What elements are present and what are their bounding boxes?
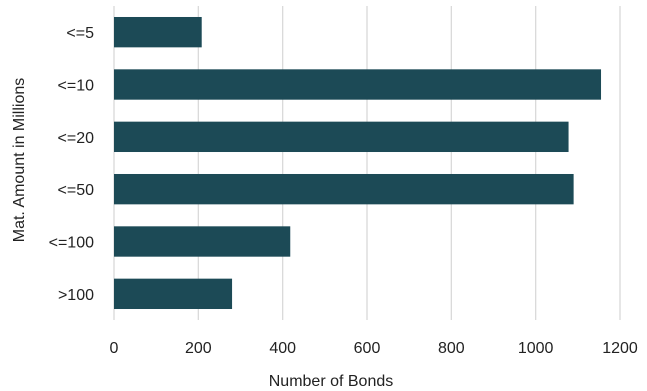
x-tick-label: 1000 [518,340,554,357]
x-tick-label: 800 [438,340,465,357]
x-tick-label: 0 [110,340,119,357]
category-label: >100 [58,287,94,304]
x-tick-label: 1200 [602,340,638,357]
bar-5 [114,226,291,257]
category-label: <=100 [49,235,94,252]
bar-3 [114,121,569,153]
bar-1 [114,16,202,48]
bar-6 [114,278,233,310]
x-tick-labels: 0 200 400 600 800 1000 1200 [110,340,638,357]
category-label: <=10 [58,78,95,95]
y-axis-title: Mat. Amount in Millions [11,78,28,243]
category-labels: <=5 <=10 <=20 <=50 <=100 >100 [49,25,94,304]
gridlines [113,6,621,320]
bar-2 [114,69,602,100]
bar-4 [114,173,574,205]
x-tick-label: 600 [354,340,381,357]
x-axis-title: Number of Bonds [269,373,394,390]
bars [114,16,602,310]
x-tick-label: 200 [185,340,212,357]
category-label: <=5 [66,25,94,42]
category-label: <=20 [58,130,95,147]
x-tick-label: 400 [269,340,296,357]
category-label: <=50 [58,182,95,199]
